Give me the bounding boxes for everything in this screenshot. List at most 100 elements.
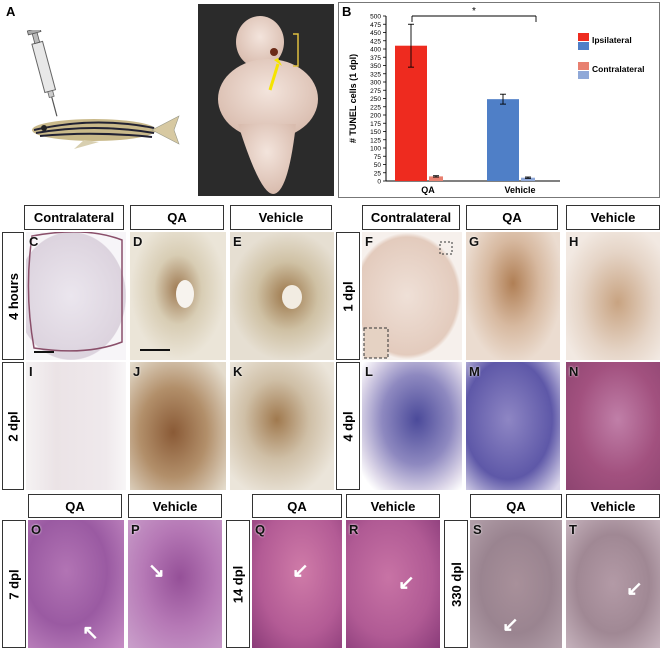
y-tick-label: 300 [370, 80, 381, 87]
panel-letter-m: M [469, 364, 480, 379]
panel-letter-l: L [365, 364, 373, 379]
x-category-label: Vehicle [504, 185, 535, 195]
header-vehicle-left: Vehicle [230, 205, 332, 230]
y-tick-label: 50 [374, 162, 382, 169]
bar-ipsilateral-qa [395, 45, 427, 182]
row-label-4-hours: 4 hours [2, 232, 24, 360]
arrow-marker-s: ↙ [502, 614, 519, 636]
panel-letter-s: S [473, 522, 482, 537]
arrow-marker-o: ↖ [82, 622, 99, 644]
y-tick-label: 350 [370, 63, 381, 70]
arrow-marker-p: ↘ [148, 560, 165, 582]
panel-letter-g: G [469, 234, 480, 249]
panel-letter-f: F [365, 234, 373, 249]
header-vehicle-7dpl: Vehicle [128, 494, 222, 518]
legend-swatch-ipsilateral-red [578, 33, 589, 41]
bar-contralateral-vehicle [521, 177, 535, 181]
image-d: D [130, 232, 226, 360]
legend-swatch-contralateral-red [578, 62, 589, 70]
legend-label-contralateral: Contralateral [592, 64, 644, 74]
y-tick-label: 200 [370, 113, 381, 120]
row-label-330-dpl: 330 dpl [444, 520, 468, 648]
zebrafish-brain-photo [198, 4, 334, 196]
image-k: K [230, 362, 334, 490]
image-m: M [466, 362, 560, 490]
row-label-1-dpl: 1 dpl [336, 232, 360, 360]
y-tick-label: 325 [370, 71, 381, 78]
header-vehicle-14dpl: Vehicle [346, 494, 440, 518]
panel-letter-r: R [349, 522, 359, 537]
image-t: T ↙ [566, 520, 660, 648]
image-r: R ↙ [346, 520, 440, 648]
legend-swatch-ipsilateral-blue [578, 42, 589, 50]
y-tick-label: 475 [370, 22, 381, 29]
bar-ipsilateral-vehicle [487, 99, 519, 181]
significance-star: * [472, 6, 476, 17]
image-h: H [566, 232, 660, 360]
y-tick-label: 100 [370, 146, 381, 153]
panel-letter-d: D [133, 234, 143, 249]
image-p: P ↘ [128, 520, 222, 648]
image-e: E [230, 232, 334, 360]
y-tick-label: 75 [374, 154, 382, 161]
header-qa-right: QA [466, 205, 558, 230]
panel-letter-c: C [29, 234, 39, 249]
image-s: S ↙ [470, 520, 562, 648]
y-tick-label: 500 [370, 14, 381, 21]
image-n: N [566, 362, 660, 490]
row-label-14-dpl: 14 dpl [226, 520, 250, 648]
y-tick-label: 150 [370, 129, 381, 136]
y-tick-label: 250 [370, 96, 381, 103]
panel-letter-o: O [31, 522, 42, 537]
y-tick-label: 425 [370, 38, 381, 45]
header-contralateral-right: Contralateral [362, 205, 460, 230]
arrow-marker-r: ↙ [398, 572, 415, 594]
y-tick-label: 375 [370, 55, 381, 62]
panel-letter-j: J [133, 364, 141, 379]
header-contralateral-left: Contralateral [24, 205, 124, 230]
panel-letter-i: I [29, 364, 33, 379]
panel-letter-n: N [569, 364, 579, 379]
arrow-marker-t: ↙ [626, 578, 643, 600]
bar-contralateral-qa [429, 176, 443, 181]
header-qa-14dpl: QA [252, 494, 342, 518]
header-vehicle-330dpl: Vehicle [566, 494, 660, 518]
x-category-label: QA [421, 185, 435, 195]
panel-a-letter: A [6, 4, 16, 19]
header-qa-left: QA [130, 205, 224, 230]
row-label-2-dpl: 2 dpl [2, 362, 24, 490]
image-q: Q ↙ [252, 520, 342, 648]
y-axis-title: # TUNEL cells (1 dpl) [348, 54, 358, 143]
header-vehicle-right: Vehicle [566, 205, 660, 230]
y-tick-label: 275 [370, 88, 381, 95]
y-tick-label: 125 [370, 137, 381, 144]
y-tick-label: 0 [377, 179, 381, 186]
y-tick-label: 450 [370, 30, 381, 37]
image-j: J [130, 362, 226, 490]
y-tick-label: 25 [374, 170, 382, 177]
y-tick-label: 225 [370, 104, 381, 111]
panel-letter-h: H [569, 234, 579, 249]
y-tick-label: 175 [370, 121, 381, 128]
legend-label-ipsilateral: Ipsilateral [592, 35, 632, 45]
header-qa-7dpl: QA [28, 494, 122, 518]
panel-letter-t: T [569, 522, 577, 537]
syringe-zebrafish-illustration [14, 27, 184, 150]
panel-b-letter: B [342, 4, 352, 19]
row-label-7-dpl: 7 dpl [2, 520, 26, 648]
image-c: C [26, 232, 126, 360]
header-qa-330dpl: QA [470, 494, 562, 518]
row-label-4-dpl: 4 dpl [336, 362, 360, 490]
legend-swatch-contralateral-blue [578, 71, 589, 79]
panel-letter-k: K [233, 364, 243, 379]
image-o: O ↖ [28, 520, 124, 648]
panel-letter-e: E [233, 234, 242, 249]
arrow-marker-q: ↙ [292, 560, 309, 582]
image-l: L [362, 362, 462, 490]
image-i: I [26, 362, 126, 490]
image-g: G [466, 232, 560, 360]
y-tick-label: 400 [370, 47, 381, 54]
panel-letter-p: P [131, 522, 140, 537]
panel-letter-q: Q [255, 522, 266, 537]
